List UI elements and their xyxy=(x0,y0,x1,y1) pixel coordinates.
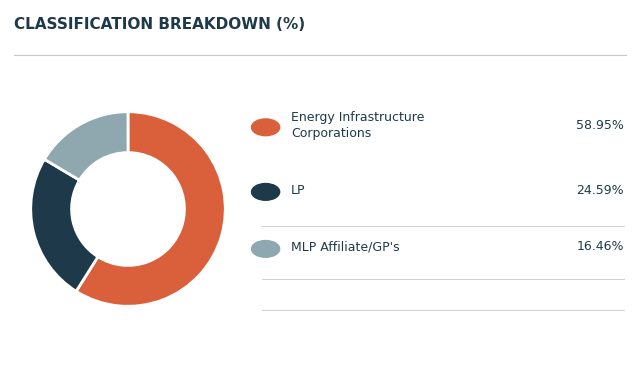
Text: CLASSIFICATION BREAKDOWN (%): CLASSIFICATION BREAKDOWN (%) xyxy=(14,17,305,32)
Text: LP: LP xyxy=(291,184,306,196)
Wedge shape xyxy=(76,112,225,306)
Wedge shape xyxy=(31,159,98,291)
Text: 24.59%: 24.59% xyxy=(577,184,624,196)
Text: Energy Infrastructure
Corporations: Energy Infrastructure Corporations xyxy=(291,111,424,140)
Wedge shape xyxy=(44,112,128,180)
Text: 58.95%: 58.95% xyxy=(576,119,624,132)
Text: MLP Affiliate/GP's: MLP Affiliate/GP's xyxy=(291,241,400,253)
Text: 16.46%: 16.46% xyxy=(577,241,624,253)
